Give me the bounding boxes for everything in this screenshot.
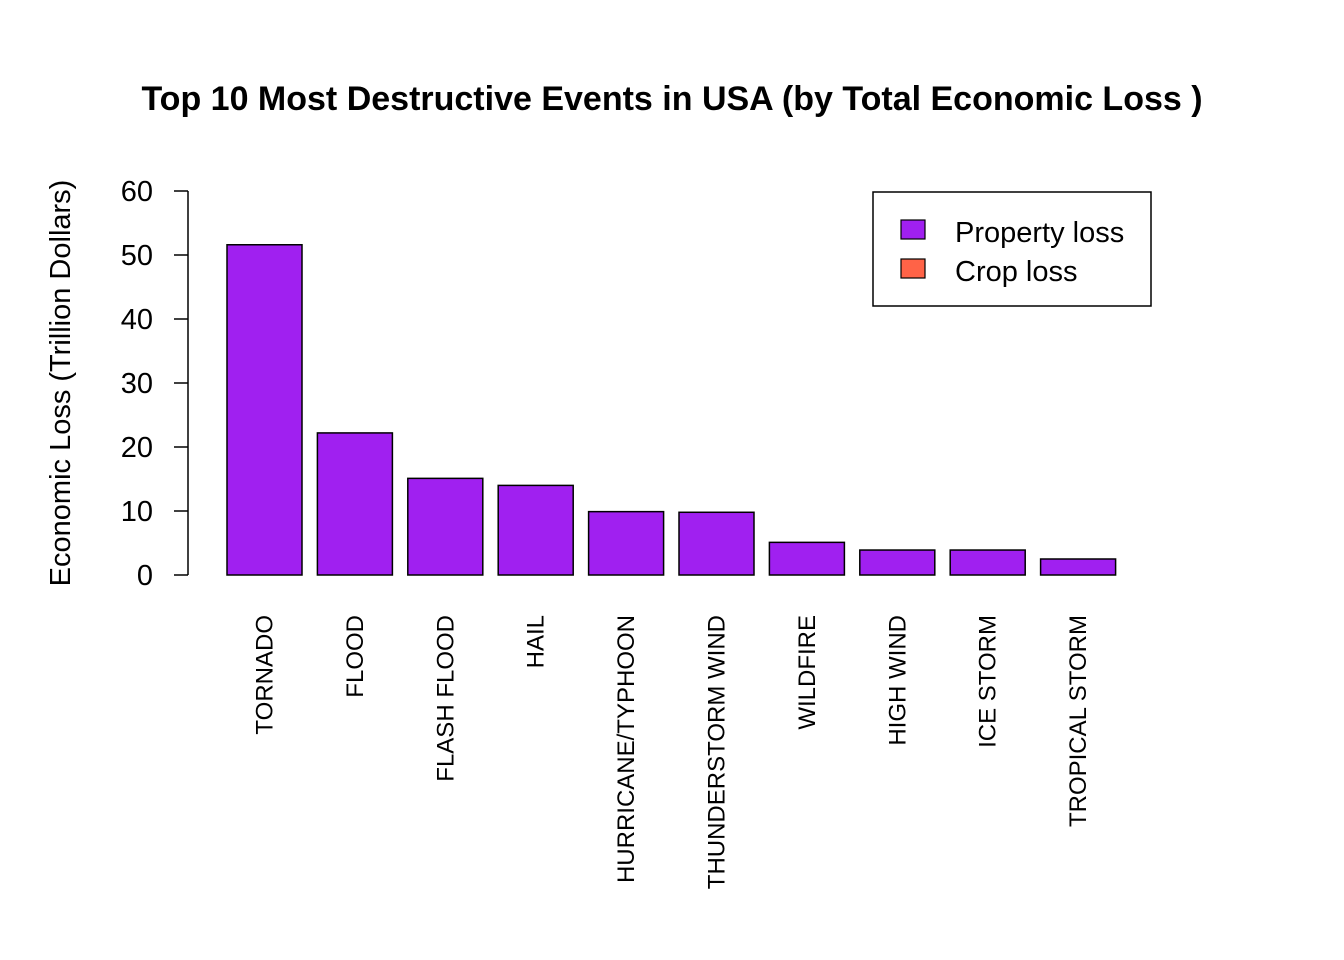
x-tick-label: HIGH WIND <box>884 615 911 746</box>
bar-property <box>407 477 484 576</box>
bar-property <box>678 511 755 576</box>
bar-property <box>859 549 936 576</box>
x-tick-label: HURRICANE/TYPHOON <box>613 615 640 883</box>
bar-property <box>316 432 394 576</box>
bar-property <box>226 244 303 576</box>
y-tick-label: 60 <box>121 176 153 208</box>
legend-swatch-crop <box>900 258 926 279</box>
bar-property <box>497 484 574 576</box>
legend-label-property: Property loss <box>955 217 1124 249</box>
x-tick-label: FLASH FLOOD <box>432 615 459 782</box>
x-tick-label: THUNDERSTORM WIND <box>704 615 731 889</box>
y-axis-label: Economic Loss (Trillion Dollars) <box>45 180 77 587</box>
x-tick-label: TROPICAL STORM <box>1065 615 1092 827</box>
bar-property <box>949 549 1026 576</box>
legend: Property loss Crop loss <box>872 191 1152 307</box>
y-tick-label: 30 <box>121 368 153 400</box>
y-tick-label: 10 <box>121 496 153 528</box>
x-tick-label: FLOOD <box>342 615 369 698</box>
bar-property <box>768 541 846 576</box>
x-tick-label: TORNADO <box>252 615 279 735</box>
bar-property <box>1039 558 1117 576</box>
legend-swatch-property <box>900 219 926 240</box>
y-tick-label: 40 <box>121 304 153 336</box>
x-tick-label: HAIL <box>523 615 550 668</box>
chart-title: Top 10 Most Destructive Events in USA (b… <box>141 80 1202 118</box>
legend-label-crop: Crop loss <box>955 256 1078 288</box>
bars <box>226 244 1117 576</box>
legend-box <box>872 191 1152 307</box>
x-tick-label: WILDFIRE <box>794 615 821 730</box>
category-labels: TORNADO FLOOD FLASH FLOOD HAIL HURRICANE/TYP… <box>252 615 1093 889</box>
x-tick-label: ICE STORM <box>975 615 1002 748</box>
y-axis: 0 10 20 30 40 50 60 <box>121 176 189 592</box>
bar-property <box>587 510 665 576</box>
y-tick-label: 50 <box>121 240 153 272</box>
y-tick-label: 0 <box>137 560 153 592</box>
y-tick-label: 20 <box>121 432 153 464</box>
